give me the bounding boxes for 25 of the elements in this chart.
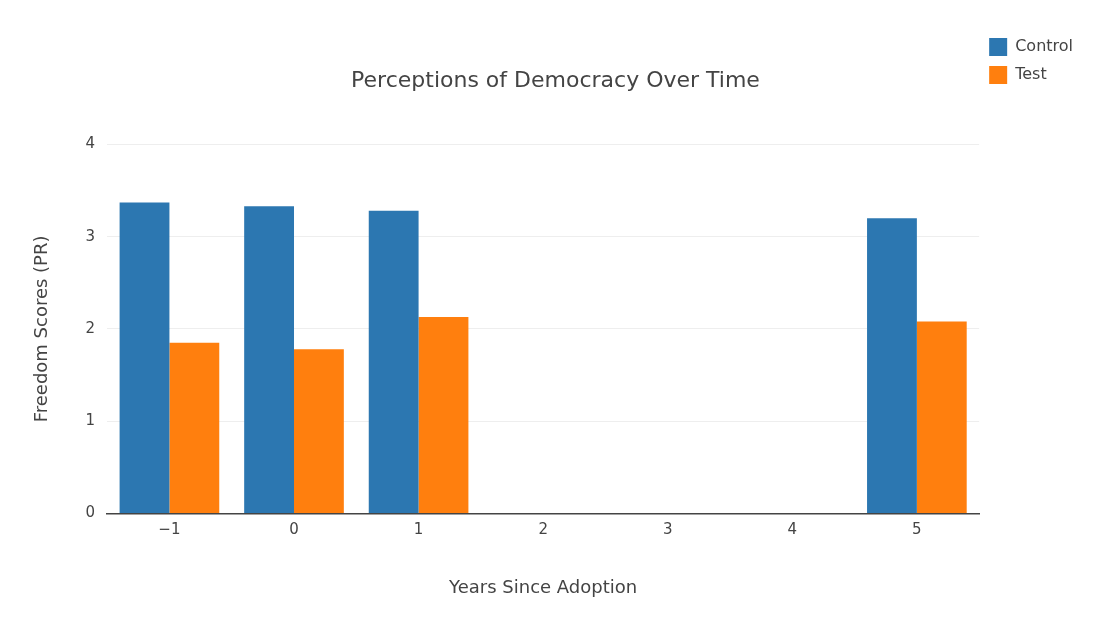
- x-tick-label: 1: [413, 520, 424, 539]
- bar: [169, 342, 220, 513]
- y-tick-label: 1: [85, 411, 96, 430]
- x-tick-label: 4: [787, 520, 798, 539]
- bar: [916, 321, 967, 513]
- y-tick-label: 3: [85, 226, 96, 245]
- y-tick-label: 2: [85, 318, 96, 337]
- bar: [418, 316, 469, 513]
- y-tick-label: 0: [85, 503, 96, 522]
- x-axis-title: Years Since Adoption: [448, 575, 638, 597]
- bar: [244, 206, 295, 513]
- bar: [368, 210, 419, 513]
- legend-label: Test: [1014, 64, 1047, 84]
- bar: [294, 349, 344, 513]
- y-tick-label: 4: [85, 134, 96, 153]
- bar: [119, 202, 170, 513]
- x-tick-label: 0: [289, 520, 299, 539]
- x-tick-label: 5: [912, 520, 922, 539]
- x-tick-label: 3: [662, 520, 673, 539]
- legend-label: Control: [1015, 36, 1074, 56]
- x-tick-label: 2: [538, 520, 548, 539]
- chart-title: Perceptions of Democracy Over Time: [351, 66, 760, 92]
- x-tick-label: −1: [158, 520, 181, 539]
- y-axis-title: Freedom Scores (PR): [30, 235, 52, 423]
- bar: [867, 218, 917, 513]
